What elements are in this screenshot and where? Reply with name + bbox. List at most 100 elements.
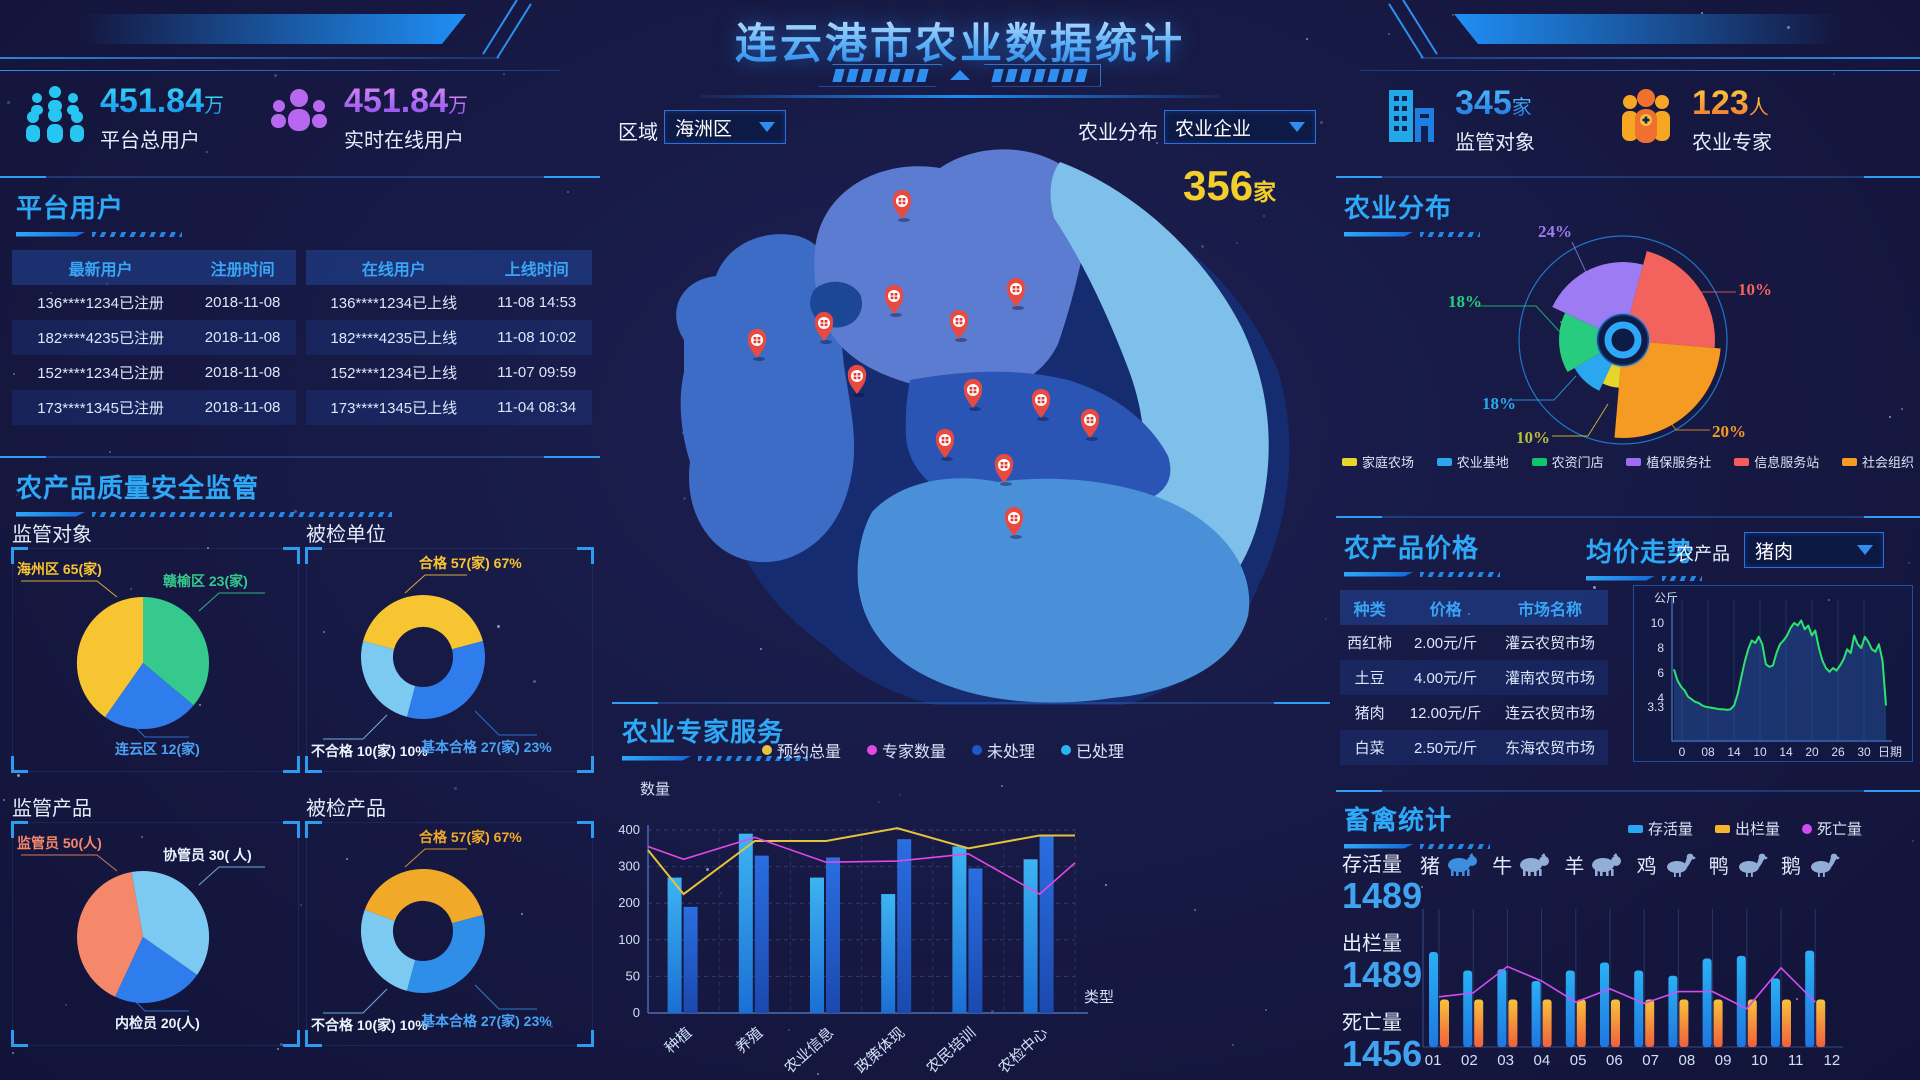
latest-users-col-header: 注册时间 (189, 250, 296, 285)
animal-tab-3[interactable]: 鸡 (1637, 850, 1696, 879)
online-users-unit: 万 (448, 95, 468, 117)
quality-chart-3: 被检产品 合格 57(家) 67% 不合格 10(家) 10% 基本合格 27(家) … (306, 792, 593, 1046)
month-label: 08 (1669, 1052, 1705, 1069)
svg-text:50: 50 (626, 968, 640, 983)
latest-users-cell: 2018-11-08 (189, 320, 296, 355)
legend-item[interactable]: 专家数量 (867, 738, 946, 762)
online-users-cell: 136****1234已上线 (306, 285, 482, 320)
legend-item[interactable]: 存活量 (1628, 818, 1693, 839)
latest-users-cell: 173****1345已注册 (12, 390, 189, 425)
center-divider (612, 702, 1330, 704)
quality-chart-2: 监管产品 监管员 50(人) 协管员 30( 人) 内检员 20(人) (12, 792, 299, 1046)
svg-text:100: 100 (618, 932, 640, 947)
legend-label: 已处理 (1076, 738, 1124, 762)
livestock-chart (1415, 905, 1850, 1055)
platform-users-section-header: 平台用户 (16, 188, 182, 237)
latest-users-row: 182****4235已注册 2018-11-08 (12, 320, 296, 355)
map-region-north[interactable] (814, 149, 1089, 393)
experts-icon (1618, 86, 1674, 144)
livestock-month-axis: 01 02 03 04 05 06 07 08 09 10 11 12 (1415, 1052, 1850, 1069)
animal-tab-5[interactable]: 鹅 (1781, 850, 1840, 879)
latest-users-cell: 182****4235已注册 (12, 320, 189, 355)
price-cell: 12.00元/斤 (1399, 695, 1492, 730)
svg-text:日期: 日期 (1878, 745, 1902, 759)
animal-tab-4[interactable]: 鸭 (1709, 850, 1768, 879)
livestock-stat: 出栏量 1489 (1342, 927, 1422, 994)
price-col-header: 价格 (1399, 590, 1492, 625)
experts-label: 农业专家 (1692, 126, 1772, 155)
price-cell: 猪肉 (1340, 695, 1399, 730)
slice-label: 监管员 50(人) (17, 833, 102, 853)
latest-users-col-header: 最新用户 (12, 250, 189, 285)
right-divider-2 (1336, 516, 1920, 518)
svg-text:30: 30 (1857, 745, 1871, 759)
legend-item[interactable]: 出栏量 (1715, 818, 1780, 839)
animal-icon (1806, 853, 1840, 877)
product-select[interactable]: 猪肉 (1744, 532, 1884, 568)
online-users-stat: 451.84万 实时在线用户 (268, 84, 468, 153)
animal-icon-active (1445, 853, 1479, 877)
online-users-cell: 173****1345已上线 (306, 390, 482, 425)
legend-swatch (1532, 458, 1547, 466)
svg-text:10: 10 (1651, 616, 1665, 630)
legend-label: 农业基地 (1457, 452, 1509, 471)
animal-tab-1[interactable]: 牛 (1492, 850, 1551, 879)
chevron-down-icon (1857, 545, 1873, 555)
slice-label: 协管员 30( 人) (163, 845, 252, 865)
header-underline (700, 95, 1220, 98)
price-row: 土豆 4.00元/斤 灌南农贸市场 (1340, 660, 1608, 695)
supervised-objects-value: 345 (1455, 84, 1512, 122)
animal-icon (1662, 853, 1696, 877)
animal-tab-0[interactable]: 猪 (1420, 850, 1479, 879)
price-cell: 灌南农贸市场 (1492, 660, 1608, 695)
svg-text:08: 08 (1701, 745, 1715, 759)
legend-label: 家庭农场 (1362, 452, 1414, 471)
prices-section-header: 农产品价格 (1344, 528, 1500, 577)
svg-text:10: 10 (1753, 745, 1767, 759)
total-users-stat: 451.84万 平台总用户 (24, 84, 224, 153)
svg-text:6: 6 (1657, 666, 1664, 680)
livestock-stat-value: 1456 (1342, 1035, 1422, 1073)
livestock-stat-label: 死亡量 (1342, 1006, 1422, 1035)
legend-item[interactable]: 已处理 (1061, 738, 1124, 762)
corner-bracket (283, 1030, 300, 1047)
slice-label: 基本合格 27(家) 23% (421, 1011, 552, 1031)
svg-text:26: 26 (1831, 745, 1845, 759)
legend-dot (1061, 745, 1071, 755)
legend-item[interactable]: 死亡量 (1802, 818, 1862, 839)
animal-tab-2[interactable]: 羊 (1564, 850, 1623, 879)
platform-users-title: 平台用户 (16, 188, 182, 225)
online-users-cell: 11-07 09:59 (482, 355, 592, 390)
legend-label: 存活量 (1648, 818, 1693, 839)
total-users-label: 平台总用户 (100, 124, 224, 153)
rose-pct-label: 20% (1712, 422, 1746, 442)
expert-service-chart: 400 300 200 100 50 0 (610, 765, 1340, 1065)
price-row: 猪肉 12.00元/斤 连云农贸市场 (1340, 695, 1608, 730)
price-row: 西红柿 2.00元/斤 灌云农贸市场 (1340, 625, 1608, 660)
experts-stat: 123人 农业专家 (1618, 86, 1772, 155)
quality-title: 农产品质量安全监管 (16, 468, 392, 505)
svg-text:公斤: 公斤 (1654, 591, 1678, 605)
price-row: 白菜 2.50元/斤 东海农贸市场 (1340, 730, 1608, 765)
animal-icon (1734, 853, 1768, 877)
livestock-stat: 死亡量 1456 (1342, 1006, 1422, 1073)
livestock-stat-value: 1489 (1342, 956, 1422, 994)
supervised-objects-unit: 家 (1512, 97, 1532, 119)
livestock-title: 畜禽统计 (1344, 800, 1490, 837)
legend-item[interactable]: 预约总量 (762, 738, 841, 762)
legend-item[interactable]: 信息服务站 (1734, 452, 1819, 471)
price-trend-chart: 公斤 10 8 6 4 3.3 0 08 14 10 14 20 26 30 日期 (1633, 585, 1913, 762)
livestock-legend: 存活量 出栏量 死亡量 (1628, 818, 1862, 839)
legend-item[interactable]: 未处理 (972, 738, 1035, 762)
legend-item[interactable]: 农资门店 (1532, 452, 1604, 471)
livestock-stat-value: 1489 (1342, 877, 1422, 915)
legend-item[interactable]: 家庭农场 (1342, 452, 1414, 471)
livestock-stats: 存活量 1489 出栏量 1489 死亡量 1456 (1342, 848, 1422, 1073)
rose-pct-label: 18% (1482, 394, 1516, 414)
legend-item[interactable]: 农业基地 (1437, 452, 1509, 471)
legend-item[interactable]: 社会组织 (1842, 452, 1914, 471)
legend-item[interactable]: 植保服务社 (1626, 452, 1711, 471)
legend-swatch (1437, 458, 1452, 466)
online-users-cell: 11-08 10:02 (482, 320, 592, 355)
product-select-value: 猪肉 (1755, 537, 1793, 564)
